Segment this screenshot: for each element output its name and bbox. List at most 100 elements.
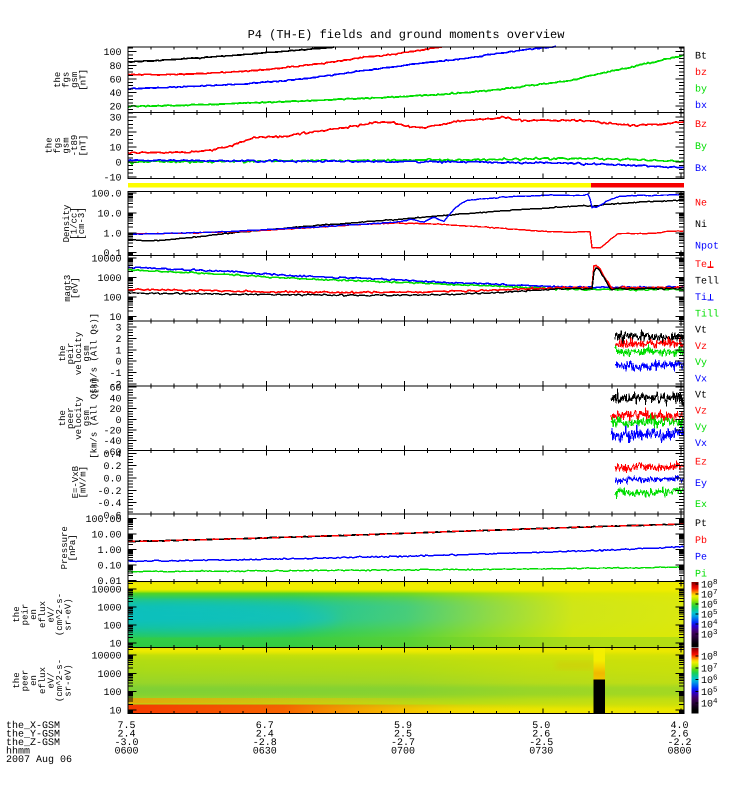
svg-text:0.0: 0.0 <box>103 475 121 486</box>
svg-text:-20: -20 <box>103 427 121 438</box>
svg-text:sr-eV): sr-eV) <box>64 598 74 630</box>
svg-text:P4 (TH-E) fields and ground mo: P4 (TH-E) fields and ground moments over… <box>248 28 566 42</box>
svg-text:40: 40 <box>109 89 121 100</box>
svg-text:gsm: gsm <box>70 72 80 88</box>
svg-text:20: 20 <box>109 103 121 114</box>
svg-text:0.10: 0.10 <box>97 561 121 572</box>
svg-text:7.5: 7.5 <box>117 721 135 732</box>
svg-text:0: 0 <box>115 416 121 427</box>
svg-text:eflux: eflux <box>38 667 48 694</box>
svg-text:0700: 0700 <box>391 747 415 758</box>
svg-text:Pressure: Pressure <box>60 526 70 569</box>
svg-text:eflux: eflux <box>38 601 48 628</box>
svg-text:the: the <box>53 72 63 88</box>
svg-text:Ne: Ne <box>695 199 707 210</box>
svg-text:3: 3 <box>115 324 121 335</box>
svg-text:0: 0 <box>115 158 121 169</box>
svg-text:velocity: velocity <box>74 396 84 440</box>
svg-text:gsm: gsm <box>82 345 92 361</box>
svg-text:[cm-3]: [cm-3] <box>77 207 87 239</box>
svg-text:Bx: Bx <box>695 164 707 175</box>
svg-text:1000: 1000 <box>97 670 121 681</box>
svg-text:-t89: -t89 <box>70 135 80 157</box>
svg-text:[nT]: [nT] <box>79 69 89 91</box>
svg-text:0630: 0630 <box>253 747 277 758</box>
svg-text:gsm: gsm <box>62 137 72 153</box>
svg-text:10: 10 <box>109 143 121 154</box>
svg-text:-0.2: -0.2 <box>97 487 121 498</box>
svg-text:-0.6: -0.6 <box>97 511 121 522</box>
svg-text:velocity: velocity <box>74 331 84 375</box>
svg-text:60: 60 <box>109 75 121 86</box>
svg-text:-2.2: -2.2 <box>667 738 691 749</box>
svg-text:10000: 10000 <box>91 586 121 597</box>
svg-text:20: 20 <box>109 405 121 416</box>
svg-text:the: the <box>58 345 68 361</box>
svg-text:the_Y-GSM: the_Y-GSM <box>6 729 60 741</box>
svg-text:1000: 1000 <box>97 604 121 615</box>
svg-text:0: 0 <box>115 358 121 369</box>
svg-text:Vx: Vx <box>695 439 707 450</box>
svg-text:-1: -1 <box>109 369 121 380</box>
svg-text:100.00: 100.00 <box>85 515 121 526</box>
svg-text:[1/cc]: [1/cc] <box>70 207 80 239</box>
svg-text:Bz: Bz <box>695 120 707 131</box>
svg-text:the_X-GSM: the_X-GSM <box>6 720 60 732</box>
svg-text:30: 30 <box>109 113 121 124</box>
svg-text:0730: 0730 <box>529 747 553 758</box>
svg-text:(cm^2-s-: (cm^2-s- <box>55 593 65 636</box>
svg-text:-2: -2 <box>109 381 121 392</box>
svg-text:1: 1 <box>115 346 121 357</box>
svg-text:2: 2 <box>115 335 121 346</box>
svg-text:Tell: Tell <box>695 276 719 288</box>
svg-text:Ti: Ti <box>695 292 707 304</box>
svg-text:hhmm: hhmm <box>6 746 30 758</box>
svg-text:10000: 10000 <box>91 652 121 663</box>
svg-text:6.7: 6.7 <box>256 721 274 732</box>
svg-text:0.01: 0.01 <box>97 577 121 588</box>
svg-text:10000: 10000 <box>91 254 121 265</box>
svg-text:60: 60 <box>109 384 121 395</box>
svg-text:10: 10 <box>109 706 121 717</box>
svg-text:2.6: 2.6 <box>670 730 688 741</box>
svg-text:en: en <box>29 675 39 686</box>
svg-text:By: By <box>695 142 707 153</box>
svg-text:1000: 1000 <box>97 274 121 285</box>
svg-text:eV/: eV/ <box>46 672 56 688</box>
svg-text:2.6: 2.6 <box>532 730 550 741</box>
svg-text:en: en <box>29 609 39 620</box>
svg-text:10.00: 10.00 <box>91 530 121 541</box>
svg-text:10: 10 <box>109 313 121 324</box>
svg-text:100: 100 <box>103 294 121 305</box>
svg-text:Pi: Pi <box>695 569 707 581</box>
svg-text:2.4: 2.4 <box>117 730 135 741</box>
svg-text:[km/s (All Qs)]: [km/s (All Qs)] <box>90 378 100 459</box>
svg-text:eV/: eV/ <box>46 606 56 622</box>
svg-text:Pt: Pt <box>695 519 707 530</box>
svg-text:Vy: Vy <box>695 423 707 434</box>
svg-text:Ni: Ni <box>695 219 707 231</box>
svg-text:-60: -60 <box>103 448 121 459</box>
svg-text:0.2: 0.2 <box>103 462 121 473</box>
svg-text:the: the <box>12 606 22 622</box>
svg-text:Vz: Vz <box>695 407 707 418</box>
svg-text:[eV]: [eV] <box>71 277 81 299</box>
svg-text:the: the <box>45 137 55 153</box>
svg-text:4.0: 4.0 <box>670 721 688 732</box>
svg-text:Ez: Ez <box>695 458 707 469</box>
svg-text:Vy: Vy <box>695 358 707 369</box>
svg-text:10: 10 <box>109 640 121 651</box>
svg-text:the_Z-GSM: the_Z-GSM <box>6 737 60 749</box>
svg-text:magt3: magt3 <box>63 275 73 302</box>
svg-text:sr-eV): sr-eV) <box>64 664 74 696</box>
svg-text:2007 Aug 06: 2007 Aug 06 <box>6 755 72 766</box>
svg-text:by: by <box>695 83 707 95</box>
svg-text:1.00: 1.00 <box>97 546 121 557</box>
svg-text:fgs: fgs <box>53 137 63 153</box>
svg-text:Ex: Ex <box>695 500 707 511</box>
svg-text:Vx: Vx <box>695 374 707 385</box>
svg-text:5.9: 5.9 <box>394 721 412 732</box>
svg-text:[mV/m]: [mV/m] <box>79 466 89 498</box>
svg-text:2.4: 2.4 <box>256 730 274 741</box>
svg-text:E=-VxB: E=-VxB <box>71 465 81 498</box>
